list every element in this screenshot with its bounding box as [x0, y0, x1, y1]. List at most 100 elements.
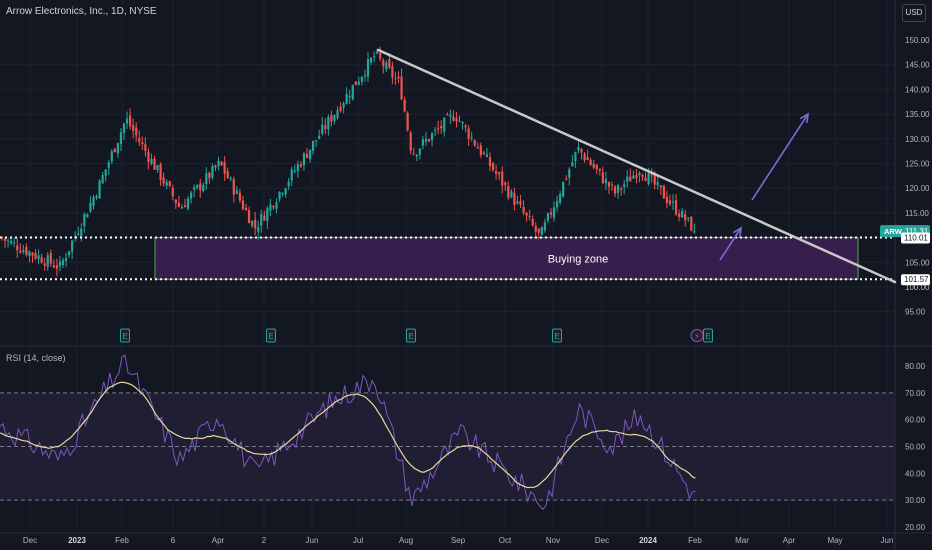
- candle-body: [119, 132, 123, 144]
- trendline[interactable]: [376, 48, 897, 284]
- candle: [458, 115, 461, 122]
- candle: [159, 162, 162, 186]
- candle: [3, 238, 7, 248]
- candle-body: [144, 144, 147, 151]
- candle-body: [397, 76, 400, 79]
- candle: [623, 179, 626, 195]
- candle-body: [98, 180, 101, 199]
- candle-body: [568, 169, 571, 178]
- candle: [617, 184, 620, 199]
- dividend-icon-glyph: ⚡: [694, 332, 700, 341]
- candle: [610, 181, 614, 191]
- candle: [251, 220, 254, 229]
- candle-body: [318, 135, 321, 139]
- candle: [366, 52, 370, 82]
- earnings-icon[interactable]: E: [120, 328, 130, 343]
- candle: [58, 255, 62, 272]
- candle-body: [476, 147, 479, 149]
- candle-body: [656, 182, 659, 186]
- candle: [409, 130, 412, 155]
- candle: [385, 59, 388, 72]
- candle-body: [229, 178, 232, 180]
- candle: [37, 249, 40, 265]
- candle: [64, 252, 68, 267]
- earnings-icon[interactable]: E: [703, 328, 713, 343]
- candle-body: [620, 188, 623, 190]
- candle-body: [360, 76, 363, 82]
- candle: [324, 118, 327, 135]
- candle: [546, 212, 550, 224]
- candle-body: [296, 164, 299, 172]
- upper-level-tag: [901, 232, 930, 244]
- earnings-icon[interactable]: E: [552, 328, 562, 343]
- candle: [574, 151, 577, 168]
- candle-body: [659, 185, 662, 188]
- candle: [443, 117, 446, 137]
- candle-body: [437, 127, 440, 129]
- candle: [504, 181, 507, 191]
- candle: [681, 208, 684, 218]
- candle: [556, 195, 559, 212]
- candle: [40, 253, 43, 264]
- candle-body: [275, 202, 278, 210]
- earnings-icon[interactable]: E: [406, 328, 416, 343]
- candle-body: [467, 128, 470, 139]
- candle: [559, 190, 562, 205]
- price-tick-label: 130.00: [905, 135, 930, 144]
- candle: [440, 120, 443, 134]
- candle-body: [162, 177, 165, 184]
- candle-body: [507, 185, 510, 198]
- candle-body: [559, 193, 562, 203]
- rsi-tick-label: 30.00: [905, 496, 926, 505]
- candle: [153, 156, 156, 170]
- candle: [513, 187, 516, 211]
- candle: [589, 157, 592, 167]
- dividend-icon[interactable]: ⚡: [690, 329, 704, 342]
- symbol-label: ARW: [884, 227, 903, 236]
- candle: [577, 139, 580, 154]
- candle: [174, 199, 177, 210]
- candle-body: [104, 169, 107, 176]
- candle-body: [269, 204, 272, 211]
- candle-body: [40, 257, 43, 263]
- time-tick-label: Jun: [881, 536, 894, 545]
- candle: [604, 171, 607, 191]
- candle: [61, 257, 65, 268]
- candle: [98, 179, 101, 199]
- candle-body: [537, 228, 540, 233]
- candle-body: [626, 176, 629, 182]
- candle: [363, 69, 367, 82]
- time-tick-label: Jun: [306, 536, 319, 545]
- candle-body: [156, 165, 159, 170]
- candle: [92, 194, 95, 210]
- candle: [46, 251, 49, 271]
- price-tick-label: 115.00: [905, 209, 929, 218]
- candle: [345, 87, 348, 105]
- candle-body: [522, 206, 525, 213]
- candle: [479, 142, 482, 159]
- candle: [394, 71, 397, 85]
- candle: [83, 212, 86, 233]
- candle: [397, 71, 400, 84]
- candle-body: [549, 212, 553, 215]
- candle: [357, 76, 360, 86]
- candle-body: [125, 118, 129, 124]
- candle-body: [321, 124, 324, 134]
- candle-body: [638, 172, 641, 176]
- earnings-icon[interactable]: E: [266, 328, 276, 343]
- rsi-tick-label: 50.00: [905, 443, 926, 452]
- candle-body: [22, 250, 25, 253]
- candle-body: [363, 75, 367, 77]
- candle: [516, 195, 519, 205]
- candle: [467, 125, 470, 146]
- candle: [613, 184, 617, 197]
- candle-body: [586, 157, 589, 161]
- candle: [668, 194, 672, 207]
- candle: [132, 118, 135, 139]
- candle: [86, 213, 89, 218]
- candle: [299, 161, 302, 169]
- currency-button[interactable]: USD: [902, 4, 926, 22]
- candle: [260, 209, 263, 233]
- buying-zone[interactable]: [154, 237, 859, 280]
